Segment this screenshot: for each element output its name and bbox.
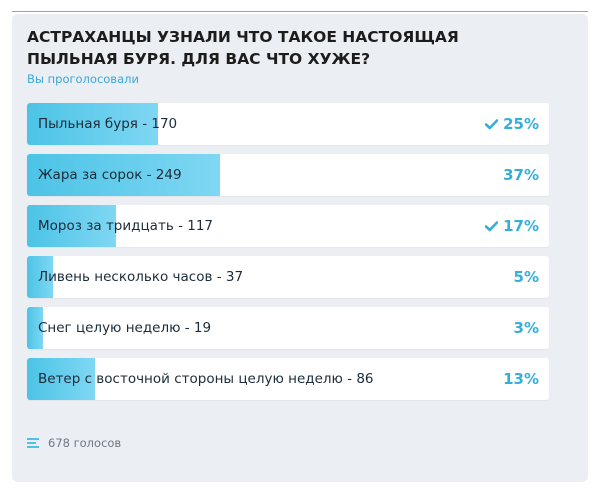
option-label: Ливень несколько часов - 37 [38, 269, 244, 285]
top-accent [0, 0, 598, 13]
poll-option[interactable]: Ливень несколько часов - 37 5% [27, 256, 549, 298]
option-fill [27, 205, 116, 247]
poll-footer: 678 голосов [27, 436, 121, 450]
poll-card [12, 14, 588, 482]
poll-status: Вы проголосовали [27, 72, 139, 86]
poll-option[interactable]: Снег целую неделю - 19 3% [27, 307, 549, 349]
option-percent: 3% [513, 319, 539, 337]
option-label: Жара за сорок - 249 [38, 167, 182, 183]
option-percent: 25% [503, 115, 539, 133]
option-fill [27, 154, 221, 196]
option-percent: 17% [503, 217, 539, 235]
list-icon [27, 438, 39, 448]
option-fill [27, 358, 95, 400]
option-label: Мороз за тридцать - 117 [38, 218, 213, 234]
check-icon [485, 118, 499, 129]
poll-option[interactable]: Пыльная буря - 170 25% [27, 103, 549, 145]
poll-title: АСТРАХАНЦЫ УЗНАЛИ ЧТО ТАКОЕ НАСТОЯЩАЯ ПЫ… [27, 28, 459, 68]
accent-line [12, 11, 588, 12]
option-label: Пыльная буря - 170 [38, 116, 178, 132]
poll-options: Пыльная буря - 170 25% Жара за сорок - 2… [27, 103, 549, 409]
poll-option[interactable]: Ветер с восточной стороны целую неделю -… [27, 358, 549, 400]
check-icon [485, 220, 499, 231]
option-fill [27, 256, 54, 298]
poll-option[interactable]: Жара за сорок - 249 37% [27, 154, 549, 196]
vote-count: 678 голосов [48, 436, 122, 450]
option-label: Снег целую неделю - 19 [38, 320, 212, 336]
option-percent: 37% [503, 166, 539, 184]
option-fill [27, 103, 158, 145]
option-fill [27, 307, 43, 349]
option-percent: 13% [503, 370, 539, 388]
poll-option[interactable]: Мороз за тридцать - 117 17% [27, 205, 549, 247]
option-label: Ветер с восточной стороны целую неделю -… [38, 371, 374, 387]
option-percent: 5% [513, 268, 539, 286]
